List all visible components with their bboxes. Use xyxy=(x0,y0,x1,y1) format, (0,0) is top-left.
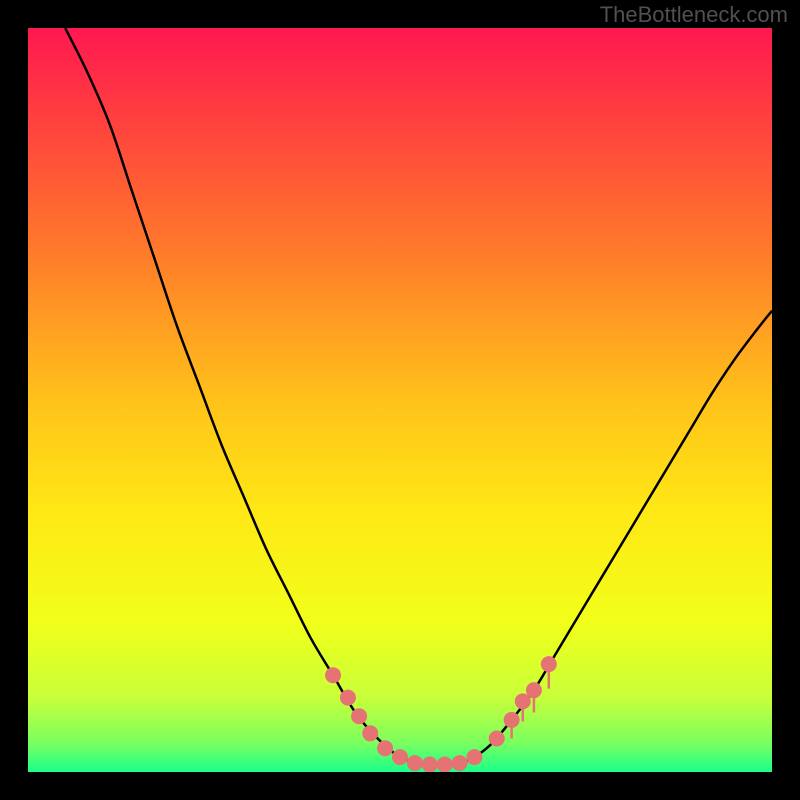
data-marker xyxy=(340,690,356,706)
data-marker xyxy=(466,749,482,765)
data-marker xyxy=(437,757,453,772)
chart-svg xyxy=(28,28,772,772)
data-marker xyxy=(377,740,393,756)
data-marker xyxy=(489,731,505,747)
data-marker xyxy=(351,708,367,724)
watermark: TheBottleneck.com xyxy=(600,2,788,28)
data-marker xyxy=(362,725,378,741)
data-marker xyxy=(541,656,557,672)
chart-background xyxy=(28,28,772,772)
bottleneck-chart xyxy=(28,28,772,772)
data-marker xyxy=(452,755,468,771)
data-marker xyxy=(407,755,423,771)
data-marker xyxy=(504,712,520,728)
data-marker xyxy=(392,749,408,765)
data-marker xyxy=(526,682,542,698)
data-marker xyxy=(325,667,341,683)
data-marker xyxy=(422,757,438,772)
